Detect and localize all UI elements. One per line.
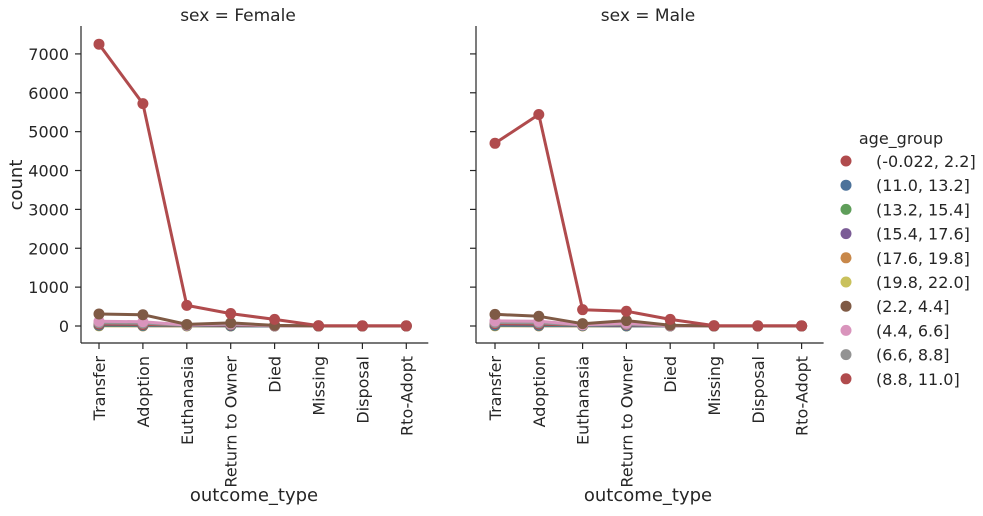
legend-label-2-2-4-4: (2.2, 4.4]: [876, 297, 950, 316]
x-tick-label-disposal: Disposal: [353, 356, 372, 424]
data-point-2-2-4-4-transfer: [94, 308, 105, 319]
legend-marker-17-6-19-8: [841, 252, 852, 263]
legend-label-15-4-17-6: (15.4, 17.6]: [876, 225, 970, 244]
data-point-0-022-2-2-missing: [709, 320, 720, 331]
data-point-2-2-4-4-euthanasia: [577, 318, 588, 329]
data-point-0-022-2-2-transfer: [490, 138, 501, 149]
x-tick-label-rto-adopt: Rto-Adopt: [793, 356, 812, 436]
legend-label-17-6-19-8: (17.6, 19.8]: [876, 249, 970, 268]
y-tick-label: 2000: [28, 239, 69, 258]
data-point-2-2-4-4-adoption: [533, 311, 544, 322]
x-tick-label-return-to-owner: Return to Owner: [617, 356, 636, 488]
legend-label-8-8-11-0: (8.8, 11.0]: [876, 370, 960, 389]
legend-marker-6-6-8-8: [841, 349, 852, 360]
data-point-0-022-2-2-adoption: [137, 98, 148, 109]
legend-marker-2-2-4-4: [841, 301, 852, 312]
x-axis-label-0: outcome_type: [190, 485, 318, 506]
legend-label-0-022-2-2: (-0.022, 2.2]: [876, 152, 976, 171]
y-tick-label: 7000: [28, 45, 69, 64]
x-tick-label-died: Died: [266, 356, 285, 393]
data-point-0-022-2-2-missing: [313, 320, 324, 331]
y-tick-label: 6000: [28, 84, 69, 103]
legend-marker-8-8-11-0: [841, 373, 852, 384]
legend-marker-11-0-13-2: [841, 180, 852, 191]
legend-label-6-6-8-8: (6.6, 8.8]: [876, 346, 950, 365]
x-tick-label-euthanasia: Euthanasia: [574, 356, 593, 445]
legend-label-4-4-6-6: (4.4, 6.6]: [876, 321, 950, 340]
data-point-0-022-2-2-euthanasia: [181, 300, 192, 311]
x-tick-label-disposal: Disposal: [749, 356, 768, 424]
y-tick-label: 4000: [28, 162, 69, 181]
legend-marker-13-2-15-4: [841, 204, 852, 215]
y-tick-label: 3000: [28, 200, 69, 219]
data-point-0-022-2-2-return-to-owner: [225, 308, 236, 319]
data-point-0-022-2-2-rto-adopt: [796, 320, 807, 331]
y-tick-label: 0: [59, 317, 69, 336]
data-point-0-022-2-2-disposal: [357, 320, 368, 331]
x-tick-label-euthanasia: Euthanasia: [178, 356, 197, 445]
data-point-0-022-2-2-died: [269, 314, 280, 325]
data-point-0-022-2-2-return-to-owner: [621, 306, 632, 317]
x-tick-label-missing: Missing: [705, 356, 724, 416]
panel-title-1: sex = Male: [601, 6, 695, 26]
legend-marker-4-4-6-6: [841, 325, 852, 336]
legend-title: age_group: [859, 129, 943, 149]
x-tick-label-transfer: Transfer: [90, 356, 109, 422]
series-line-0-022-2-2-1: [495, 115, 802, 326]
x-tick-label-died: Died: [661, 356, 680, 393]
panel-title-0: sex = Female: [180, 6, 296, 26]
data-point-0-022-2-2-disposal: [752, 320, 763, 331]
y-axis-label: count: [6, 160, 27, 211]
data-point-0-022-2-2-transfer: [94, 39, 105, 50]
data-point-2-2-4-4-euthanasia: [181, 319, 192, 330]
x-tick-label-rto-adopt: Rto-Adopt: [397, 356, 416, 436]
x-tick-label-transfer: Transfer: [486, 356, 505, 422]
legend-label-11-0-13-2: (11.0, 13.2]: [876, 176, 970, 195]
legend-marker-19-8-22-0: [841, 277, 852, 288]
data-point-0-022-2-2-rto-adopt: [401, 320, 412, 331]
legend-marker-15-4-17-6: [841, 228, 852, 239]
y-tick-label: 1000: [28, 278, 69, 297]
legend-marker-0-022-2-2: [841, 156, 852, 167]
x-tick-label-adoption: Adoption: [530, 356, 549, 427]
data-point-2-2-4-4-transfer: [490, 309, 501, 320]
legend-label-13-2-15-4: (13.2, 15.4]: [876, 200, 970, 219]
x-tick-label-missing: Missing: [310, 356, 329, 416]
x-tick-label-adoption: Adoption: [134, 356, 153, 427]
y-tick-label: 5000: [28, 123, 69, 142]
legend-label-19-8-22-0: (19.8, 22.0]: [876, 273, 970, 292]
series-line-0-022-2-2-0: [99, 44, 406, 326]
data-point-0-022-2-2-euthanasia: [577, 304, 588, 315]
x-axis-label-1: outcome_type: [584, 485, 712, 506]
data-point-2-2-4-4-adoption: [137, 309, 148, 320]
x-tick-label-return-to-owner: Return to Owner: [222, 356, 241, 488]
data-point-0-022-2-2-adoption: [533, 109, 544, 120]
data-point-0-022-2-2-died: [665, 314, 676, 325]
